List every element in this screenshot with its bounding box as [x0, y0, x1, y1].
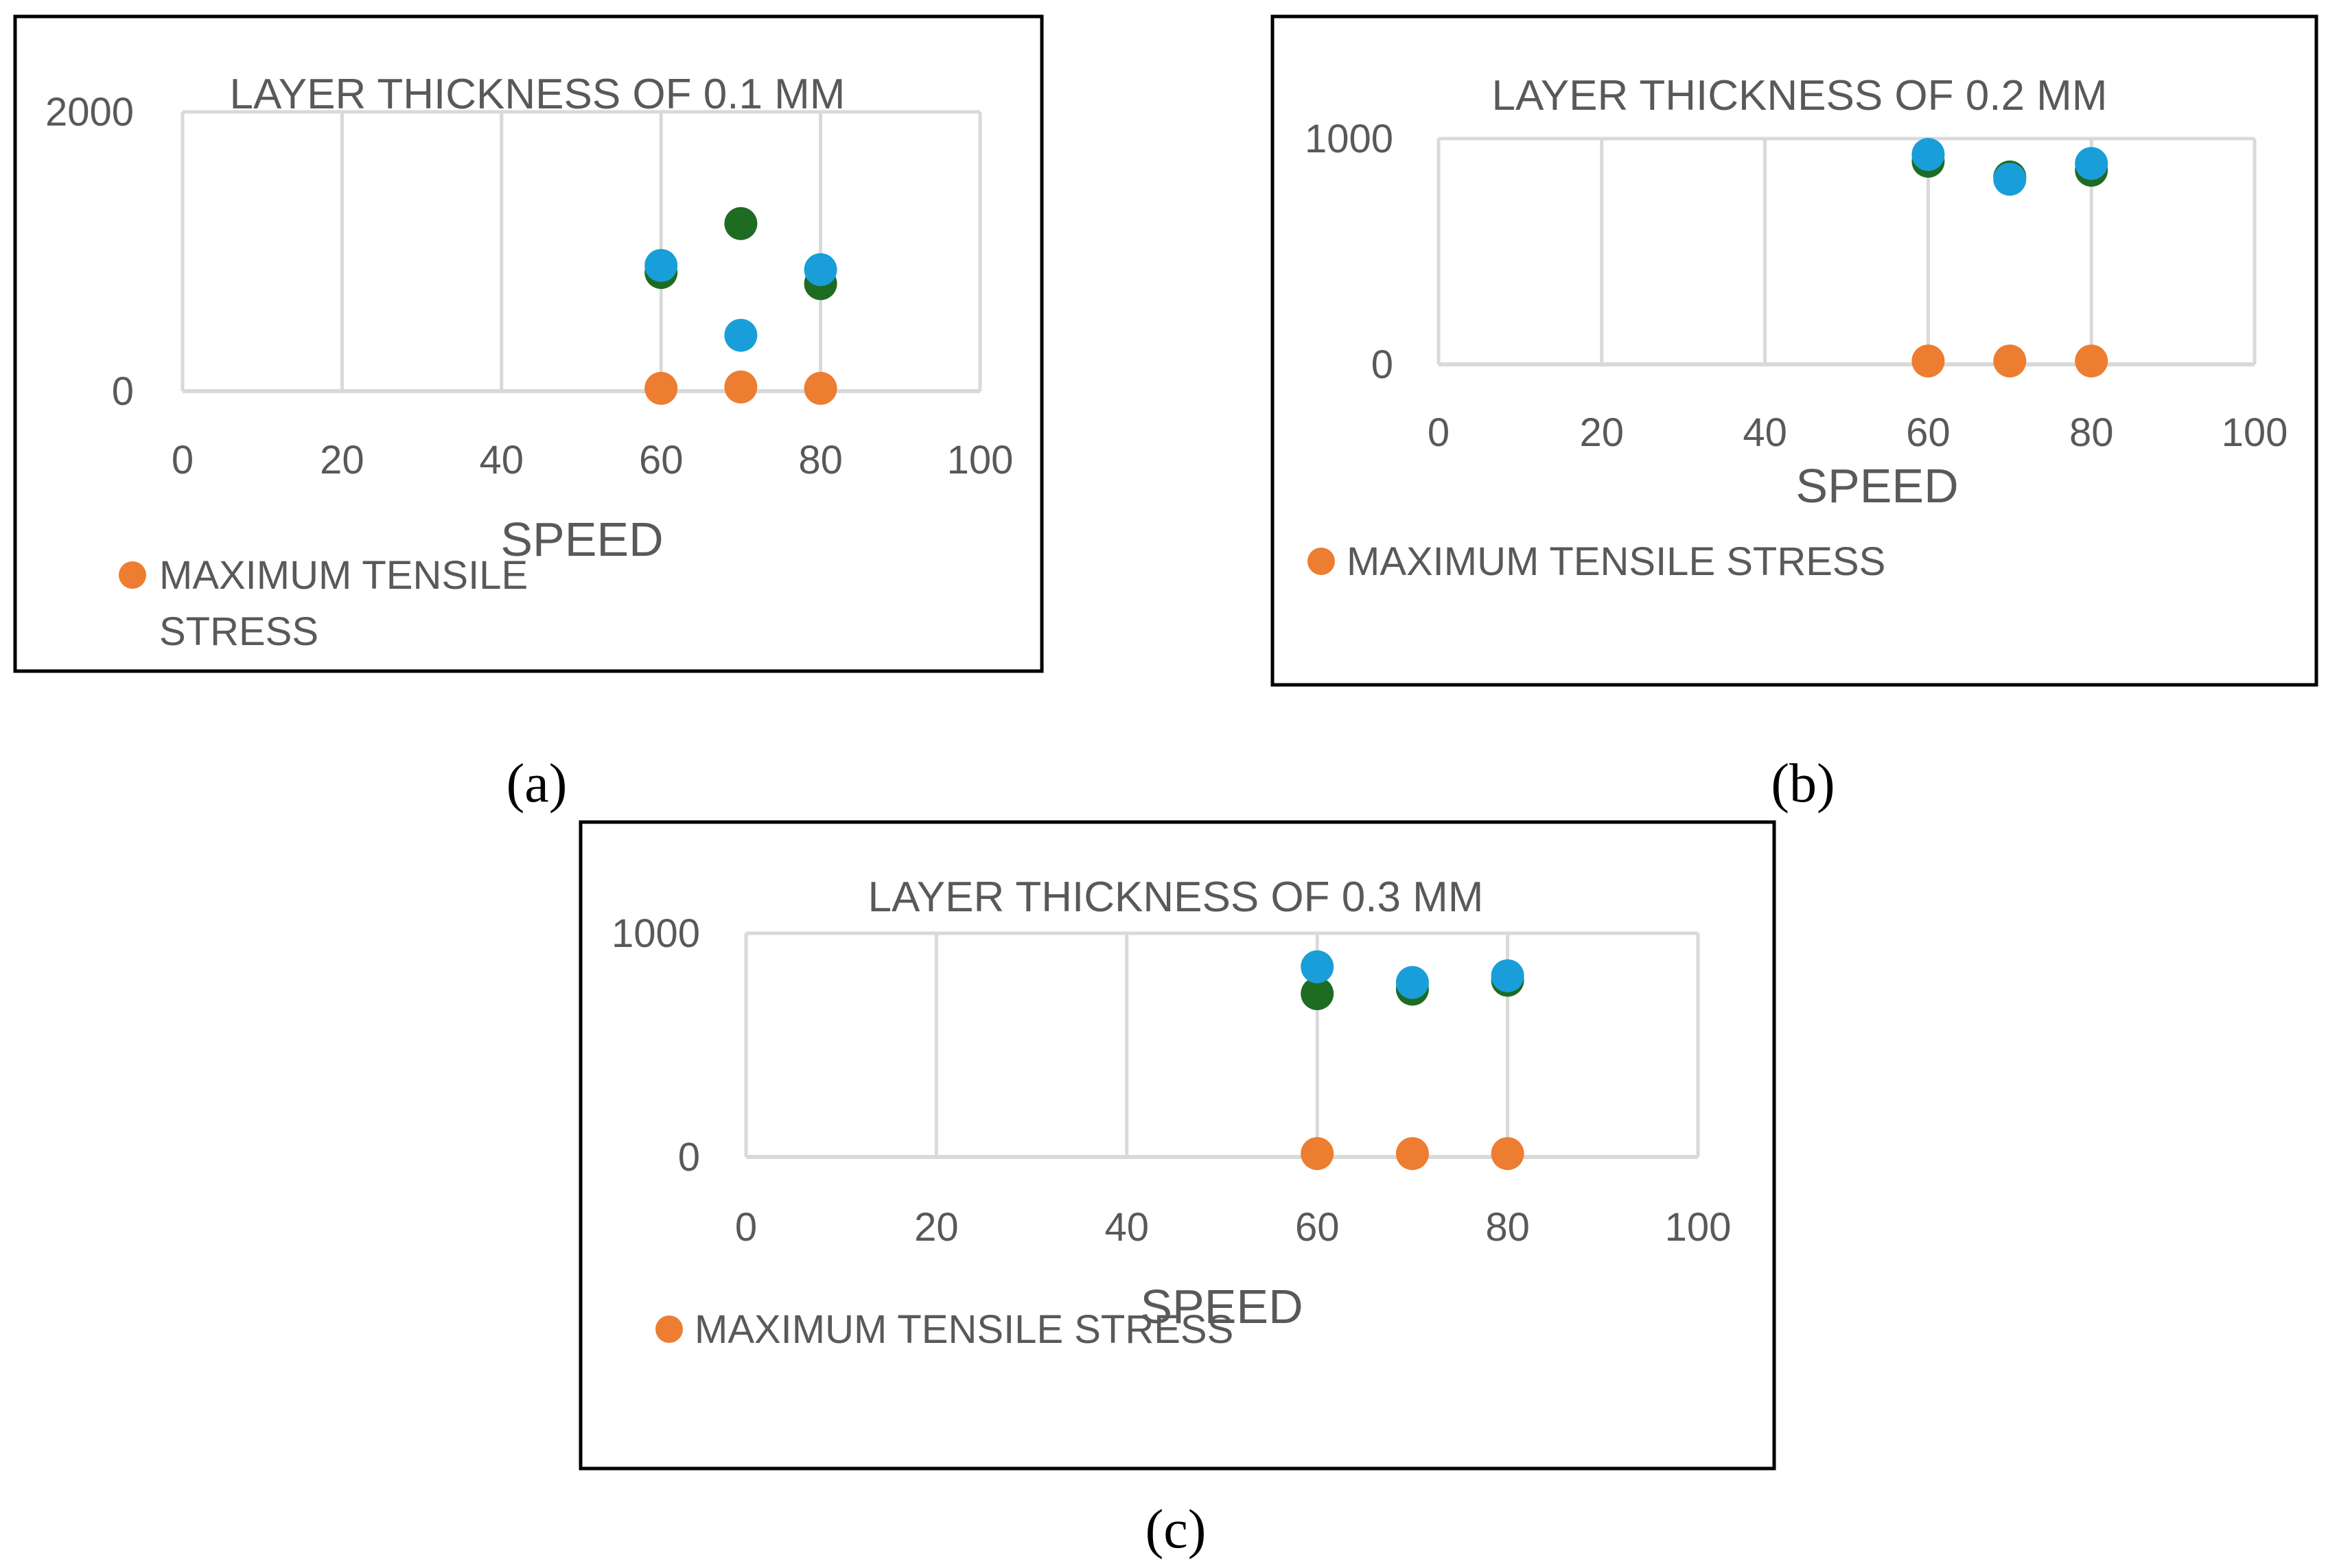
data-point-series-1	[2075, 344, 2108, 378]
x-tick-label: 80	[2069, 410, 2114, 455]
data-point-series-1	[804, 371, 837, 405]
data-point-series-1	[724, 370, 758, 403]
chart-panel-3: LAYER THICKNESS OF 0.3 MM0 20 40 60 80 100010…	[579, 820, 1776, 1560]
x-tick-label: 20	[320, 438, 364, 482]
data-point-series-3	[1301, 950, 1334, 983]
panel-caption: (a)	[507, 753, 568, 814]
x-axis-label: SPEED	[1795, 459, 1958, 513]
y-tick-label: 0	[112, 369, 134, 414]
legend-marker	[655, 1315, 683, 1343]
chart-frame	[13, 14, 1044, 673]
chart-panel-1: LAYER THICKNESS OF 0.1 MM 0 20 40 60 80 100 0 20…	[13, 14, 1044, 814]
data-point-series-1	[1911, 344, 1945, 378]
x-tick-label: 100	[947, 438, 1014, 482]
x-tick-label: 40	[1105, 1205, 1150, 1250]
x-tick-label: 20	[1580, 410, 1625, 455]
x-tick-label: 60	[1906, 410, 1951, 455]
data-point-series-1	[1993, 344, 2027, 378]
x-tick-label: 60	[639, 438, 684, 482]
data-point-series-3	[2075, 147, 2108, 180]
data-point-series-3	[1993, 163, 2027, 196]
data-point-series-3	[1491, 959, 1524, 992]
legend-label: MAXIMUM TENSILE	[159, 553, 528, 598]
legend-label: STRESS	[159, 609, 318, 654]
data-point-series-3	[724, 318, 758, 352]
chart-title: LAYER THICKNESS OF 0.2 MM	[1492, 72, 2108, 119]
data-point-series-3	[804, 253, 837, 286]
data-point-series-1	[644, 371, 678, 405]
chart-title: LAYER THICKNESS OF 0.1 MM	[230, 71, 846, 118]
panel-caption: (b)	[1771, 753, 1835, 814]
y-tick-label: 0	[678, 1135, 700, 1180]
x-tick-label: 20	[914, 1205, 959, 1250]
data-point-series-2	[724, 207, 758, 240]
chart-frame	[579, 820, 1776, 1471]
data-point-series-2	[1301, 977, 1334, 1011]
data-point-series-3	[1395, 966, 1429, 999]
y-tick-label: 1000	[1305, 117, 1393, 161]
legend-marker	[119, 561, 146, 589]
x-tick-label: 100	[2222, 410, 2288, 455]
x-tick-label: 40	[1743, 410, 1787, 455]
x-tick-label: 60	[1295, 1205, 1340, 1250]
y-tick-label: 1000	[612, 911, 700, 956]
data-point-series-1	[1301, 1137, 1334, 1171]
legend-marker	[1307, 548, 1335, 575]
x-tick-label: 80	[1485, 1205, 1530, 1250]
chart-title: LAYER THICKNESS OF 0.3 MM	[868, 874, 1484, 921]
panel-caption: (c)	[1145, 1499, 1207, 1560]
chart-frame	[1270, 14, 2318, 687]
x-axis-label: SPEED	[1140, 1280, 1303, 1333]
x-tick-label: 0	[735, 1205, 757, 1250]
x-tick-label: 0	[172, 438, 194, 482]
legend-label: MAXIMUM TENSILE STRESS	[1347, 539, 1885, 584]
x-tick-label: 80	[798, 438, 843, 482]
legend-label: MAXIMUM TENSILE STRESS	[695, 1307, 1233, 1352]
chart-panel-2: LAYER THICKNESS OF 0.2 MM0 20 40 60 80 100010…	[1270, 14, 2318, 814]
x-axis-label: SPEED	[500, 513, 663, 566]
x-tick-label: 40	[480, 438, 524, 482]
data-point-series-1	[1395, 1137, 1429, 1171]
x-tick-label: 100	[1665, 1205, 1732, 1250]
x-tick-label: 0	[1428, 410, 1450, 455]
y-tick-label: 2000	[45, 90, 134, 134]
data-point-series-3	[644, 248, 678, 282]
data-point-series-1	[1491, 1137, 1524, 1171]
data-point-series-3	[1911, 138, 1945, 172]
y-tick-label: 0	[1371, 342, 1393, 387]
